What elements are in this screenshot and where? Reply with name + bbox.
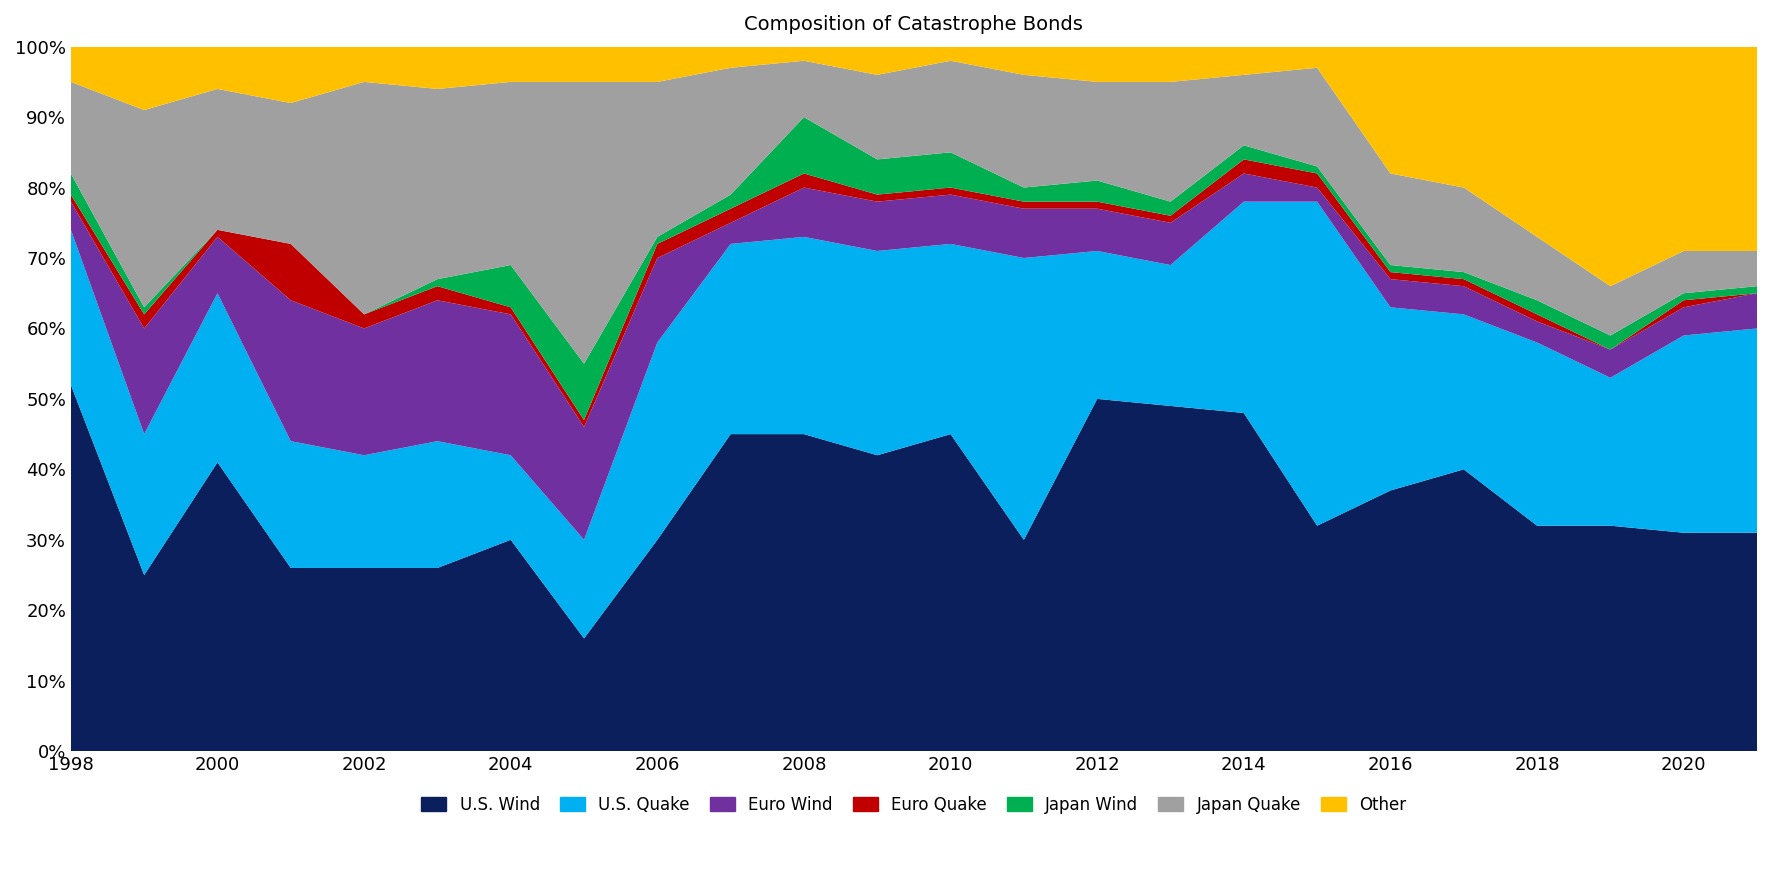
Title: Composition of Catastrophe Bonds: Composition of Catastrophe Bonds [744, 15, 1083, 34]
Legend: U.S. Wind, U.S. Quake, Euro Wind, Euro Quake, Japan Wind, Japan Quake, Other: U.S. Wind, U.S. Quake, Euro Wind, Euro Q… [415, 789, 1412, 820]
